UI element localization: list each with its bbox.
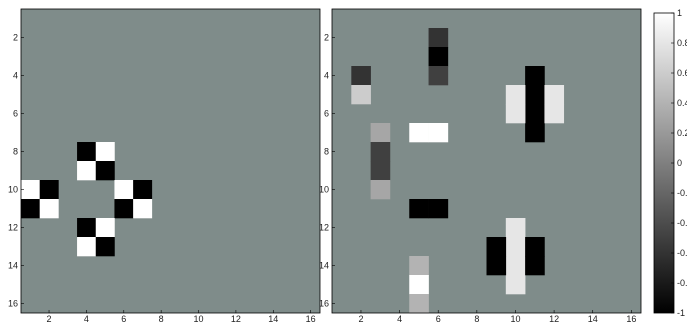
x-tick-label: 10 [510, 314, 520, 323]
colorbar-tick-label: -0.4 [677, 218, 687, 228]
heatmap-cell [544, 104, 565, 124]
heatmap-cell [505, 237, 526, 257]
heatmap-cell [525, 66, 545, 86]
heatmap-cell [39, 180, 59, 200]
y-tick-label: 4 [324, 71, 329, 81]
colorbar-tick-label: -0.2 [677, 188, 687, 198]
heatmap-cell [525, 256, 545, 276]
heatmap-cell [428, 123, 449, 143]
colorbar-tick-label: -0.8 [677, 278, 687, 288]
heatmap-cell [95, 161, 115, 181]
y-tick-label: 6 [13, 109, 18, 119]
y-tick-label: 14 [8, 261, 18, 271]
y-tick-label: 4 [13, 71, 18, 81]
colorbar-tick-label: 0.6 [677, 68, 687, 78]
heatmap-cell [77, 142, 97, 162]
heatmap-cell [486, 237, 507, 257]
right-heatmap: 2 4 6 8 10 12 14 16 2 4 6 8 10 12 14 16 [319, 8, 642, 323]
heatmap-cell [505, 275, 526, 295]
y-tick-label: 10 [8, 185, 18, 195]
y-tick-label: 6 [324, 109, 329, 119]
heatmap-cell [370, 123, 391, 143]
axes-frame [20, 8, 321, 314]
colorbar-tick-label: -1 [677, 308, 685, 318]
y-tick-label: 8 [13, 147, 18, 157]
colorbar-tick-label: 0.4 [677, 98, 687, 108]
y-tick-label: 12 [8, 223, 18, 233]
heatmap-cell [21, 180, 40, 200]
x-tick-label: 12 [549, 314, 559, 323]
colorbar-tick-label: 1 [677, 8, 682, 18]
x-tick-label: 6 [436, 314, 441, 323]
y-tick-label: 16 [8, 299, 18, 309]
heatmap-cell [505, 85, 526, 105]
colorbar-tick-label: 0.8 [677, 38, 687, 48]
heatmap-cell [409, 294, 429, 314]
y-tick-label: 2 [324, 33, 329, 43]
y-tick-label: 12 [319, 223, 329, 233]
colorbar: 1 0.8 0.6 0.4 0.2 0 -0.2 -0.4 -0.6 -0.8 -1 [653, 8, 687, 318]
heatmap-cell [351, 66, 371, 86]
colorbar-tick-label: 0 [677, 158, 682, 168]
heatmap-cell [409, 199, 429, 219]
x-tick-label: 16 [306, 314, 316, 323]
x-tick-label: 4 [84, 314, 89, 323]
heatmap-cell [77, 161, 97, 181]
heatmap-cell [370, 142, 391, 162]
heatmap-cell [525, 85, 545, 105]
x-tick-label: 6 [121, 314, 126, 323]
y-tick-label: 16 [319, 299, 329, 309]
heatmap-cell [505, 104, 526, 124]
heatmap-cell [370, 180, 391, 200]
x-tick-label: 14 [268, 314, 278, 323]
y-tick-label: 8 [324, 147, 329, 157]
heatmap-cell [77, 218, 97, 238]
heatmap-cell [409, 123, 429, 143]
heatmap-cell [409, 275, 429, 295]
heatmap-background [21, 9, 320, 313]
heatmap-cell [39, 199, 59, 219]
y-tick-label: 2 [13, 33, 18, 43]
heatmap-cell [95, 218, 115, 238]
heatmap-cell [370, 161, 391, 181]
heatmap-cell [505, 218, 526, 238]
x-tick-label: 10 [194, 314, 204, 323]
heatmap-cell [525, 123, 545, 143]
heatmap-cell [114, 180, 134, 200]
x-tick-label: 12 [231, 314, 241, 323]
x-tick-label: 16 [626, 314, 636, 323]
heatmap-cell [351, 85, 371, 105]
heatmap-cell [428, 66, 449, 86]
heatmap-cell [505, 256, 526, 276]
heatmap-cell [133, 199, 153, 219]
heatmap-cell [486, 256, 507, 276]
x-tick-label: 8 [474, 314, 479, 323]
y-tick-label: 10 [319, 185, 329, 195]
heatmap-cell [525, 237, 545, 257]
heatmap-cell [428, 47, 449, 67]
heatmap-cell [428, 199, 449, 219]
heatmap-cell [428, 28, 449, 48]
x-tick-label: 2 [358, 314, 363, 323]
x-tick-label: 4 [397, 314, 402, 323]
heatmap-cell [114, 199, 134, 219]
heatmap-cell [525, 104, 545, 124]
colorbar-tick-label: -0.6 [677, 248, 687, 258]
x-tick-label: 2 [47, 314, 52, 323]
heatmap-cell [95, 142, 115, 162]
x-tick-label: 8 [159, 314, 164, 323]
left-heatmap: 2 4 6 8 10 12 14 16 2 4 6 8 10 12 14 16 [8, 8, 321, 323]
heatmap-cell [544, 85, 565, 105]
heatmap-cell [133, 180, 153, 200]
heatmap-cell [21, 199, 40, 219]
heatmap-cell [409, 256, 429, 276]
heatmap-cell [95, 237, 115, 257]
y-tick-label: 14 [319, 261, 329, 271]
heatmap-cell [77, 237, 97, 257]
x-tick-label: 14 [588, 314, 598, 323]
axes-frame [331, 8, 642, 314]
colorbar-tick-label: 0.2 [677, 128, 687, 138]
